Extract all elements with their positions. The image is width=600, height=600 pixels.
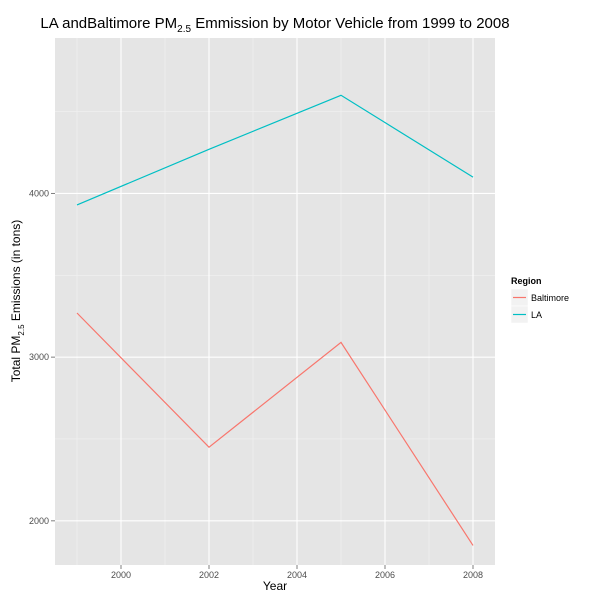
legend-label-baltimore: Baltimore (531, 293, 569, 303)
x-tick-label: 2008 (463, 570, 483, 580)
y-tick-label: 4000 (29, 188, 49, 198)
y-axis-title-subscript: 2.5 (17, 324, 26, 336)
y-tick-label: 2000 (29, 516, 49, 526)
x-tick-label: 2002 (199, 570, 219, 580)
series-line-baltimore (76, 312, 474, 546)
x-axis-title: Year (263, 579, 287, 593)
y-tick-label: 3000 (29, 352, 49, 362)
y-axis-title: Total PM2.5 Emissions (in tons) (9, 220, 26, 383)
series-lines (76, 94, 474, 546)
x-axis-ticks: 2000 2002 2004 2006 2008 (111, 565, 483, 580)
chart-title-suffix: Emmission by Motor Vehicle from 1999 to … (191, 15, 510, 32)
legend-label-la: LA (531, 310, 542, 320)
chart-title-subscript: 2.5 (177, 24, 191, 35)
x-tick-label: 2004 (287, 570, 307, 580)
grid-lines (55, 38, 495, 565)
plot-panel (55, 38, 495, 565)
chart-title-prefix: LA andBaltimore PM (40, 15, 177, 32)
legend-items: Baltimore LA (510, 288, 569, 324)
x-tick-label: 2000 (111, 570, 131, 580)
y-axis-title-suffix: Emissions (in tons) (9, 220, 23, 325)
legend-title: Region (511, 276, 542, 286)
series-line-la (76, 94, 474, 206)
x-tick-label: 2006 (375, 570, 395, 580)
chart-title: LA andBaltimore PM2.5 Emmission by Motor… (40, 15, 509, 35)
y-axis-title-prefix: Total PM (9, 336, 23, 383)
y-axis-ticks: 2000 3000 4000 (29, 188, 55, 526)
legend: Region Baltimore LA (510, 276, 569, 324)
